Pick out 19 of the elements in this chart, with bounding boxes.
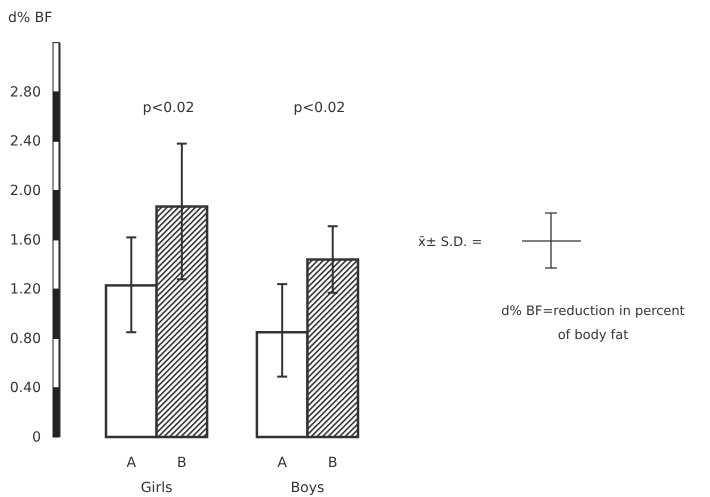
y-tick-label: 0.80 bbox=[10, 330, 41, 347]
text: A bbox=[277, 455, 287, 471]
annotation: p<0.02 bbox=[142, 100, 194, 116]
y-tick-label: 0.40 bbox=[10, 380, 41, 396]
x-tick-label: Girls bbox=[140, 480, 172, 496]
x-tick-label: Boys bbox=[290, 480, 324, 496]
y-tick-label: 2.40 bbox=[10, 134, 41, 150]
y-axis-title: d% BF bbox=[8, 10, 52, 26]
y-tick-label: 1.20 bbox=[10, 282, 41, 298]
series-label: A bbox=[126, 455, 136, 471]
y-tick-label: 1.60 bbox=[10, 232, 41, 248]
series-label: B bbox=[177, 455, 187, 471]
y-tick-label: 0 bbox=[32, 429, 41, 446]
text: B bbox=[328, 455, 338, 471]
text: x̄± S.D. = bbox=[418, 235, 482, 250]
text: d% BF=reduction in percent of body fat bbox=[501, 304, 685, 343]
y-tick-label: 2.80 bbox=[10, 84, 41, 100]
y-tick-label: 2.00 bbox=[10, 182, 41, 199]
annotation: p<0.02 bbox=[294, 100, 346, 116]
